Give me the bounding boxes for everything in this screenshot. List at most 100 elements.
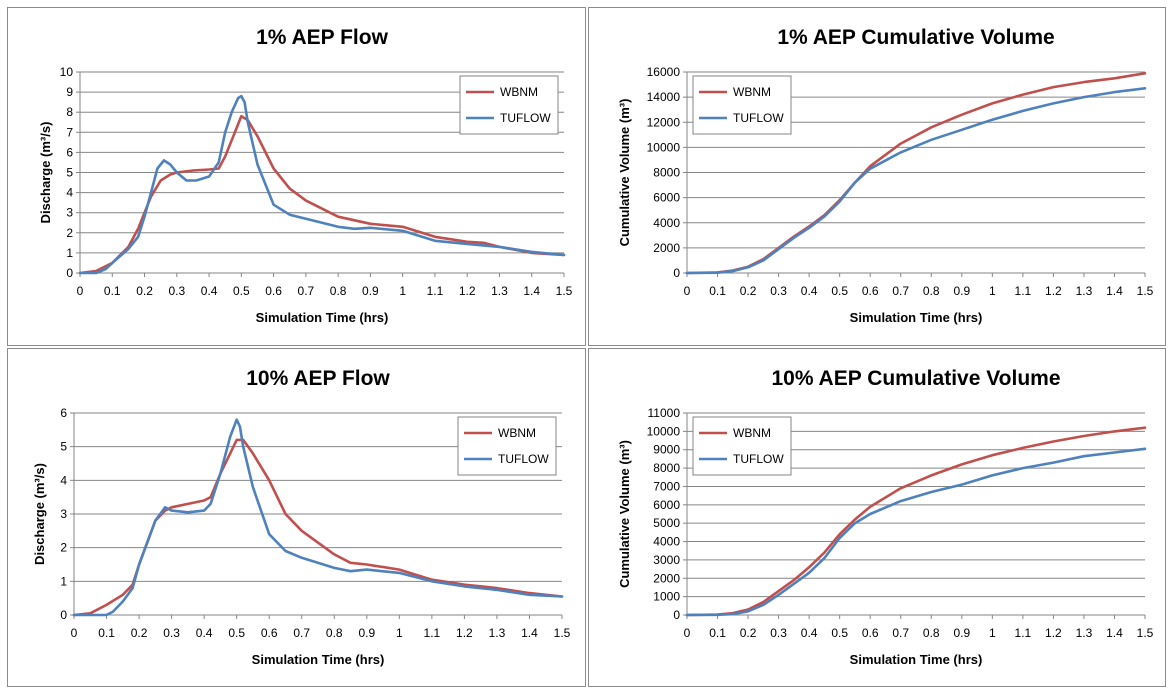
x-tick-label: 1.5 <box>1137 626 1154 640</box>
x-tick-label: 0.5 <box>233 284 250 298</box>
x-tick-label: 0.4 <box>801 626 818 640</box>
x-tick-label: 1.5 <box>1137 284 1154 298</box>
x-tick-label: 1 <box>396 626 403 640</box>
y-tick-label: 7000 <box>653 479 680 493</box>
x-tick-label: 0.7 <box>892 284 909 298</box>
x-tick-label: 1.1 <box>427 284 444 298</box>
y-tick-label: 0 <box>66 266 73 280</box>
legend: WBNM TUFLOW <box>692 416 792 476</box>
x-tick-label: 1.1 <box>1015 284 1032 298</box>
series-line-wbnm <box>685 426 1147 617</box>
series-line-tuflow <box>685 87 1147 275</box>
y-tick-label: 14000 <box>647 90 681 104</box>
series-line-tuflow <box>685 447 1147 617</box>
y-tick-label: 4 <box>66 186 73 200</box>
x-tick-label: 1 <box>399 284 406 298</box>
x-tick-label: 1.4 <box>523 284 540 298</box>
y-tick-label: 9 <box>66 85 73 99</box>
chart-title: 1% AEP Flow <box>256 26 389 49</box>
y-tick-label: 5 <box>66 166 73 180</box>
x-tick-label: 0.8 <box>923 284 940 298</box>
y-tick-label: 6000 <box>653 191 680 205</box>
y-axis-label: Discharge (m³/s) <box>38 122 53 224</box>
x-tick-label: 1.2 <box>1045 284 1062 298</box>
x-tick-label: 0.4 <box>201 284 218 298</box>
legend-label-tuflow: TUFLOW <box>498 452 549 466</box>
x-tick-label: 0.2 <box>740 284 757 298</box>
x-axis-label: Simulation Time (hrs) <box>850 652 983 667</box>
x-tick-label: 1.5 <box>554 626 571 640</box>
series-line-wbnm <box>78 114 566 275</box>
y-tick-label: 2 <box>66 226 73 240</box>
y-tick-label: 6 <box>66 145 73 159</box>
legend-label-tuflow: TUFLOW <box>500 111 551 125</box>
x-tick-label: 0.2 <box>740 626 757 640</box>
y-tick-label: 12000 <box>647 115 681 129</box>
y-tick-label: 2 <box>60 541 67 555</box>
y-tick-label: 6 <box>60 406 67 420</box>
y-tick-label: 16000 <box>647 65 681 79</box>
x-tick-label: 0.6 <box>862 284 879 298</box>
y-tick-label: 3000 <box>653 553 680 567</box>
y-tick-label: 0 <box>673 266 680 280</box>
x-tick-label: 0.2 <box>131 626 148 640</box>
y-tick-label: 8000 <box>653 461 680 475</box>
y-tick-label: 1000 <box>653 590 680 604</box>
x-tick-label: 0.8 <box>923 626 940 640</box>
x-tick-label: 0.1 <box>709 626 726 640</box>
x-tick-label: 1.5 <box>556 284 573 298</box>
x-tick-label: 0 <box>77 284 84 298</box>
x-tick-label: 0.1 <box>98 626 115 640</box>
x-tick-label: 0.6 <box>265 284 282 298</box>
y-tick-label: 1 <box>66 246 73 260</box>
x-tick-label: 0.7 <box>293 626 310 640</box>
y-tick-label: 10000 <box>647 140 681 154</box>
y-tick-label: 8000 <box>653 166 680 180</box>
x-axis-label: Simulation Time (hrs) <box>252 652 385 667</box>
x-tick-label: 0 <box>71 626 78 640</box>
x-tick-label: 1.4 <box>1106 626 1123 640</box>
y-tick-label: 3 <box>60 507 67 521</box>
legend-box <box>459 75 559 135</box>
x-tick-label: 0.9 <box>953 626 970 640</box>
y-tick-label: 2000 <box>653 241 680 255</box>
x-tick-label: 1.3 <box>1076 626 1093 640</box>
x-tick-label: 1.2 <box>1045 626 1062 640</box>
x-tick-label: 1.3 <box>491 284 508 298</box>
x-tick-label: 0.8 <box>326 626 343 640</box>
chart-panel-10pct-flow: 10% AEP Flow 0 1 2 3 4 5 6 0 0.1 0.2 0.3 0.4 0.5 0.6 0.… <box>7 348 586 687</box>
y-tick-label: 3 <box>66 206 73 220</box>
x-tick-label: 0.4 <box>196 626 213 640</box>
chart-panel-1pct-flow: 1% AEP Flow 0 1 2 3 4 5 6 7 8 9 10 0 0.1 0.2 0.3 0.4 0.5 0… <box>7 7 586 346</box>
y-tick-label: 7 <box>66 125 73 139</box>
x-tick-label: 1.4 <box>521 626 538 640</box>
y-tick-label: 5 <box>60 440 67 454</box>
x-tick-label: 0.8 <box>330 284 347 298</box>
series-line-tuflow <box>78 94 566 275</box>
x-tick-label: 0.5 <box>831 284 848 298</box>
x-tick-label: 0.3 <box>168 284 185 298</box>
y-axis-label: Cumulative Volume (m³) <box>617 440 632 588</box>
legend-box <box>692 416 792 476</box>
legend-label-wbnm: WBNM <box>498 426 536 440</box>
x-tick-label: 1 <box>989 626 996 640</box>
legend-label-wbnm: WBNM <box>500 85 538 99</box>
y-tick-label: 0 <box>673 608 680 622</box>
chart-title: 1% AEP Cumulative Volume <box>777 26 1054 49</box>
x-axis-label: Simulation Time (hrs) <box>850 310 983 325</box>
x-tick-label: 0 <box>684 284 691 298</box>
x-tick-label: 1.1 <box>1015 626 1032 640</box>
chart-title: 10% AEP Cumulative Volume <box>771 367 1060 390</box>
x-tick-label: 0.3 <box>770 626 787 640</box>
y-tick-label: 9000 <box>653 443 680 457</box>
x-tick-label: 1 <box>989 284 996 298</box>
x-tick-label: 0.9 <box>953 284 970 298</box>
x-tick-label: 1.2 <box>456 626 473 640</box>
legend-label-tuflow: TUFLOW <box>733 452 784 466</box>
y-tick-label: 0 <box>60 608 67 622</box>
y-axis-label: Cumulative Volume (m³) <box>617 99 632 247</box>
y-tick-label: 1 <box>60 574 67 588</box>
y-tick-label: 4 <box>60 473 67 487</box>
x-tick-label: 0.9 <box>358 626 375 640</box>
x-tick-label: 0.9 <box>362 284 379 298</box>
